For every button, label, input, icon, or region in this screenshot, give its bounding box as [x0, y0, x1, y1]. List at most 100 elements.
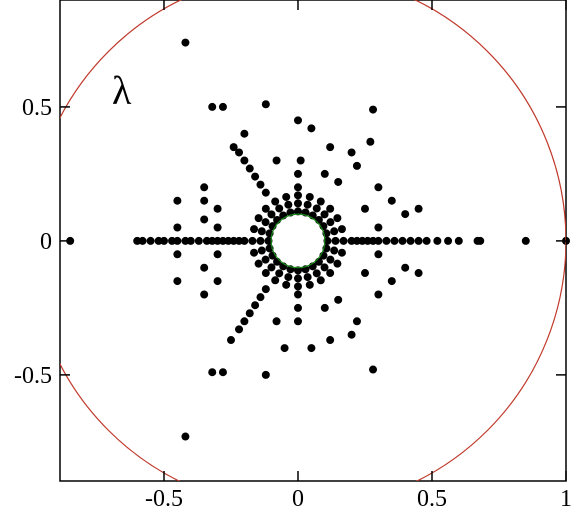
point — [159, 236, 168, 245]
point — [173, 196, 182, 205]
point — [382, 236, 391, 245]
point — [173, 277, 182, 286]
point — [173, 223, 182, 232]
point — [326, 269, 335, 278]
point — [387, 277, 396, 286]
point — [251, 172, 260, 181]
x-tick-label: 0 — [292, 486, 304, 512]
point — [401, 263, 410, 272]
point — [264, 236, 273, 245]
point — [369, 105, 378, 114]
point — [245, 309, 254, 318]
point — [240, 129, 249, 138]
point — [282, 280, 291, 289]
point — [250, 225, 259, 234]
point — [272, 156, 281, 165]
point — [293, 207, 302, 216]
point — [369, 365, 378, 374]
point — [414, 236, 423, 245]
point — [293, 317, 302, 326]
point — [218, 102, 227, 111]
point — [248, 236, 257, 245]
point — [521, 236, 530, 245]
point — [347, 330, 356, 339]
point — [256, 236, 265, 245]
point — [398, 236, 407, 245]
point — [293, 169, 302, 178]
point — [293, 282, 302, 291]
point — [352, 317, 361, 326]
x-tick-label: 1 — [560, 486, 572, 512]
point — [326, 218, 335, 227]
point — [200, 263, 209, 272]
point — [326, 336, 335, 345]
point — [146, 236, 155, 245]
point — [235, 325, 244, 334]
point — [293, 199, 302, 208]
point — [320, 169, 329, 178]
point — [250, 248, 259, 257]
x-tick-label: 0.5 — [417, 486, 447, 512]
point — [173, 236, 182, 245]
point — [293, 266, 302, 275]
point — [275, 204, 284, 213]
point — [173, 250, 182, 259]
point — [240, 317, 249, 326]
point — [261, 204, 270, 213]
point — [245, 164, 254, 173]
point — [374, 236, 383, 245]
axes: -0.5 0 0.5 1 -0.5 0 0.5 — [14, 0, 572, 512]
point — [326, 143, 335, 152]
point — [213, 250, 222, 259]
point — [433, 236, 442, 245]
y-tick-label: 0 — [40, 229, 52, 255]
point — [374, 183, 383, 192]
point — [293, 191, 302, 200]
point — [261, 218, 270, 227]
point — [305, 280, 314, 289]
point — [261, 255, 270, 264]
point — [326, 255, 335, 264]
point — [208, 368, 217, 377]
point — [240, 236, 249, 245]
point — [307, 344, 316, 353]
point — [257, 227, 266, 236]
y-tick-label: -0.5 — [14, 363, 52, 389]
point — [414, 204, 423, 213]
point — [387, 196, 396, 205]
point — [293, 290, 302, 299]
point — [323, 236, 332, 245]
point — [235, 148, 244, 157]
point — [200, 290, 209, 299]
point — [330, 227, 339, 236]
point — [200, 183, 209, 192]
point — [213, 277, 222, 286]
point — [293, 116, 302, 125]
point — [275, 269, 284, 278]
point — [261, 188, 270, 197]
point — [352, 161, 361, 170]
point — [261, 269, 270, 278]
point — [271, 197, 280, 206]
point — [337, 248, 346, 257]
point — [401, 210, 410, 219]
point — [390, 236, 399, 245]
point — [320, 263, 329, 272]
reference-circle — [270, 213, 326, 269]
point — [254, 214, 263, 223]
point — [213, 204, 222, 213]
point — [194, 236, 203, 245]
point — [267, 210, 276, 219]
reference-circles — [60, 0, 566, 481]
point — [254, 259, 263, 268]
point — [333, 259, 342, 268]
point — [181, 432, 190, 441]
points — [66, 38, 570, 441]
point — [200, 215, 209, 224]
point — [320, 210, 329, 219]
point — [226, 336, 235, 345]
point — [257, 246, 266, 255]
point — [272, 317, 281, 326]
point — [406, 236, 415, 245]
